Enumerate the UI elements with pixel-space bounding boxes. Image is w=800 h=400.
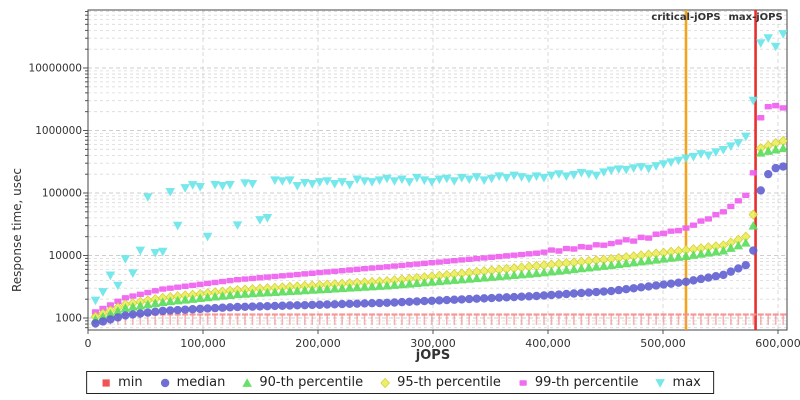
max-legend-marker-icon	[655, 378, 666, 388]
legend-label: max	[672, 375, 701, 390]
x-tick-label: 600,000	[755, 337, 800, 350]
p90-legend-marker-icon	[242, 377, 253, 387]
legend-label: 95-th percentile	[397, 375, 501, 390]
legend-item-p99: 99-th percentile	[516, 375, 639, 390]
legend-item-p95: 95-th percentile	[378, 375, 501, 390]
y-tick-label: 1000000	[35, 125, 82, 137]
legend: min median 90-th percentile 95-th percentil…	[86, 371, 714, 394]
x-tick-label: 200,000	[295, 337, 341, 350]
median-legend-marker-icon	[160, 378, 169, 387]
legend-label: min	[118, 375, 143, 390]
x-tick-label: 300,000	[410, 337, 456, 350]
x-tick-label: 100,000	[180, 337, 226, 350]
legend-label: 99-th percentile	[534, 375, 639, 390]
legend-item-p90: 90-th percentile	[240, 375, 363, 390]
y-tick-label: 10000000	[29, 63, 82, 75]
annotation-max-jOPS: max-jOPS	[728, 10, 783, 330]
p99-legend-marker-icon	[519, 379, 527, 386]
annotation-critical-jOPS: critical-jOPS	[651, 10, 721, 330]
annotation-label: max-jOPS	[728, 12, 782, 23]
x-tick-label: 500,000	[640, 337, 686, 350]
legend-item-median: median	[158, 375, 226, 390]
series-p90	[90, 143, 787, 324]
x-axis-title: jOPS	[415, 348, 451, 363]
legend-item-min: min	[99, 375, 143, 390]
plot-border	[87, 9, 788, 331]
series-median	[91, 162, 787, 328]
legend-item-max: max	[654, 375, 701, 390]
legend-label: 90-th percentile	[259, 375, 364, 390]
y-tick-label: 10000	[49, 250, 82, 262]
x-tick-label: 0	[85, 337, 92, 350]
axis-ticks: 1000 10000 100000 1000000 10000000 0 100,000 20…	[29, 11, 800, 350]
y-axis-title: Response time, usec	[10, 167, 24, 293]
y-tick-label: 1000	[55, 313, 82, 325]
annotation-label: critical-jOPS	[651, 12, 720, 23]
min-legend-marker-icon	[102, 378, 110, 387]
p95-legend-marker-icon	[380, 377, 390, 388]
legend-label: median	[176, 375, 226, 390]
y-tick-label: 100000	[42, 188, 82, 200]
series-max	[90, 30, 787, 306]
series-min	[92, 313, 787, 325]
series-p99	[91, 102, 787, 315]
x-tick-label: 400,000	[525, 337, 571, 350]
